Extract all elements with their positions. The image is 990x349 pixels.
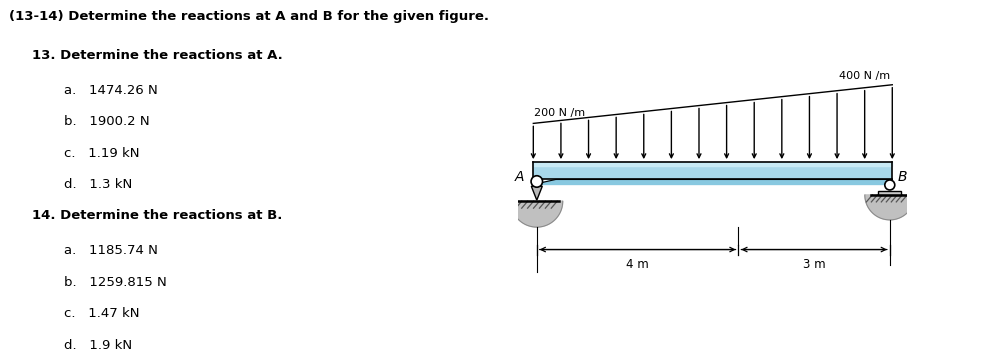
Text: 4 m: 4 m [627, 258, 649, 270]
Text: d.   1.9 kN: d. 1.9 kN [63, 339, 132, 349]
Text: b.   1900.2 N: b. 1900.2 N [63, 115, 149, 128]
Text: a.   1474.26 N: a. 1474.26 N [63, 84, 157, 97]
Polygon shape [865, 195, 915, 220]
Text: 200 N /m: 200 N /m [535, 109, 585, 118]
Polygon shape [534, 179, 892, 185]
Text: c.   1.47 kN: c. 1.47 kN [63, 307, 140, 320]
Text: 400 N /m: 400 N /m [839, 71, 890, 81]
Text: A: A [515, 171, 525, 185]
Polygon shape [534, 162, 892, 179]
Circle shape [531, 176, 543, 187]
Text: d.   1.3 kN: d. 1.3 kN [63, 178, 132, 191]
Text: c.   1.19 kN: c. 1.19 kN [63, 147, 140, 159]
Text: 14. Determine the reactions at B.: 14. Determine the reactions at B. [32, 209, 282, 222]
Text: 3 m: 3 m [803, 258, 826, 270]
Text: B: B [897, 171, 907, 185]
Text: (13-14) Determine the reactions at A and B for the given figure.: (13-14) Determine the reactions at A and… [9, 10, 489, 23]
Text: 13. Determine the reactions at A.: 13. Determine the reactions at A. [32, 49, 282, 62]
FancyBboxPatch shape [878, 191, 901, 195]
Text: a.   1185.74 N: a. 1185.74 N [63, 244, 157, 257]
Circle shape [885, 180, 895, 190]
Polygon shape [511, 201, 562, 227]
Text: b.   1259.815 N: b. 1259.815 N [63, 276, 166, 289]
Polygon shape [532, 186, 543, 200]
